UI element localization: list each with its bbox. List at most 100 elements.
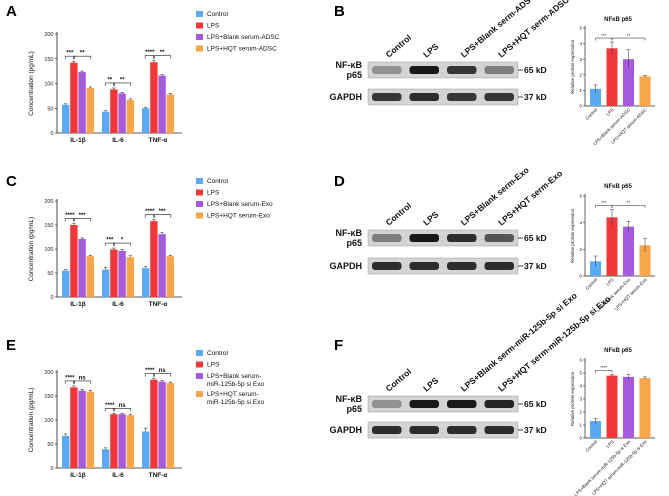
- y-tick-label: 0: [50, 131, 53, 137]
- y-tick-label: 100: [44, 82, 53, 88]
- significance-label: **: [120, 77, 125, 83]
- blot-band: [372, 262, 402, 270]
- bar: [166, 256, 174, 297]
- bar: [126, 257, 134, 297]
- significance-bracket: [595, 370, 613, 373]
- legend-entry: Control: [207, 178, 229, 185]
- significance-label: **: [627, 33, 631, 38]
- chart-panel-e: 0 50 100 150 200 Concentration (pg/mL) IL-1β **…: [28, 350, 264, 479]
- lane-label: LPS+Blank serm-Exo: [459, 165, 531, 228]
- bar: [70, 387, 78, 468]
- significance-label: ns: [119, 403, 127, 409]
- bar: [590, 421, 601, 438]
- y-axis-label: Relative protein expression: [570, 371, 575, 426]
- significance-label: ***: [79, 213, 87, 219]
- blot-band: [484, 400, 514, 408]
- y-tick-label: 200: [44, 32, 53, 38]
- blot-band: [409, 426, 439, 434]
- blot-band: [447, 93, 477, 101]
- significance-label: *: [121, 238, 124, 244]
- legend-swatch: [196, 45, 203, 52]
- y-axis-label: Relative protein expression: [570, 39, 575, 94]
- bar: [86, 256, 94, 297]
- bar: [86, 87, 94, 133]
- bar: [150, 62, 158, 134]
- bar: [150, 221, 158, 297]
- row-label-gapdh: GAPDH: [329, 261, 362, 271]
- panel-label-c: C: [6, 173, 17, 190]
- significance-bracket: [113, 407, 132, 412]
- lane-label: LPS: [421, 41, 440, 59]
- lane-label: LPS+HQT serm-Exo: [496, 168, 564, 227]
- x-category-label: LPS: [605, 107, 615, 117]
- y-tick-label: 0: [579, 104, 582, 109]
- bar: [70, 62, 78, 133]
- bar: [142, 431, 150, 468]
- legend-entry: LPS: [207, 190, 220, 197]
- bar: [62, 435, 70, 468]
- legend-swatch: [196, 22, 203, 29]
- y-tick-label: 2: [579, 247, 582, 252]
- bar: [110, 249, 118, 297]
- bar: [110, 89, 118, 133]
- y-tick-label: 150: [44, 57, 53, 63]
- bar: [639, 76, 651, 106]
- y-tick-label: 4: [579, 41, 582, 46]
- y-axis-label: Concentration (pg/mL): [28, 217, 35, 282]
- marker-label: 65 kD: [524, 399, 547, 409]
- bar: [78, 390, 86, 468]
- bar: [102, 449, 110, 468]
- row-label-gapdh: GAPDH: [329, 425, 362, 435]
- blot-band: [447, 400, 477, 408]
- legend-swatch: [196, 373, 203, 379]
- bar: [142, 268, 150, 297]
- y-tick-label: 5: [579, 371, 582, 376]
- y-tick-label: 150: [44, 223, 53, 229]
- significance-bracket: [73, 55, 92, 60]
- blot-band: [447, 234, 477, 242]
- x-category-label: TNF-α: [149, 301, 168, 308]
- y-tick-label: 1: [579, 88, 582, 93]
- chart-title: NFκB p65: [604, 184, 632, 190]
- panel-label-b: B: [334, 3, 345, 20]
- bar: [62, 104, 70, 133]
- significance-bracket: [64, 218, 75, 222]
- bar: [70, 225, 78, 297]
- bar: [590, 261, 601, 276]
- bar: [102, 269, 110, 297]
- significance-bracket: [153, 214, 172, 218]
- marker-label: 37 kD: [524, 92, 547, 102]
- legend-entry: Control: [207, 350, 229, 357]
- x-category-label: TNF-α: [149, 137, 168, 144]
- lane-label: Control: [384, 32, 414, 59]
- x-category-label: Control: [584, 439, 598, 453]
- significance-bracket: [595, 205, 613, 208]
- y-tick-label: 1: [579, 423, 582, 428]
- legend-entry: LPS: [207, 23, 220, 30]
- bar: [606, 48, 618, 106]
- legend-entry: LPS+Blank serum-ADSC: [207, 34, 280, 41]
- y-tick-label: 2: [579, 410, 582, 415]
- bar: [639, 378, 651, 438]
- bar: [623, 376, 634, 438]
- chart-title: NFκB p65: [604, 17, 632, 23]
- bar: [606, 375, 618, 438]
- legend-entry: Control: [207, 11, 229, 18]
- legend-entry: LPS+Blank serum-miR-125b-5p si Exo: [207, 373, 264, 388]
- significance-bracket: [64, 380, 75, 384]
- blot-band: [372, 93, 402, 101]
- y-tick-label: 100: [44, 418, 53, 424]
- significance-bracket: [104, 407, 115, 412]
- y-tick-label: 6: [579, 358, 582, 363]
- y-tick-label: 0: [579, 274, 582, 279]
- x-category-label: IL-6: [112, 472, 124, 479]
- x-category-label: LPS: [605, 439, 615, 449]
- panel-label-f: F: [334, 337, 343, 354]
- significance-bracket: [144, 55, 155, 59]
- legend-swatch: [196, 350, 203, 356]
- bar: [639, 245, 651, 276]
- lane-label: LPS: [421, 375, 440, 393]
